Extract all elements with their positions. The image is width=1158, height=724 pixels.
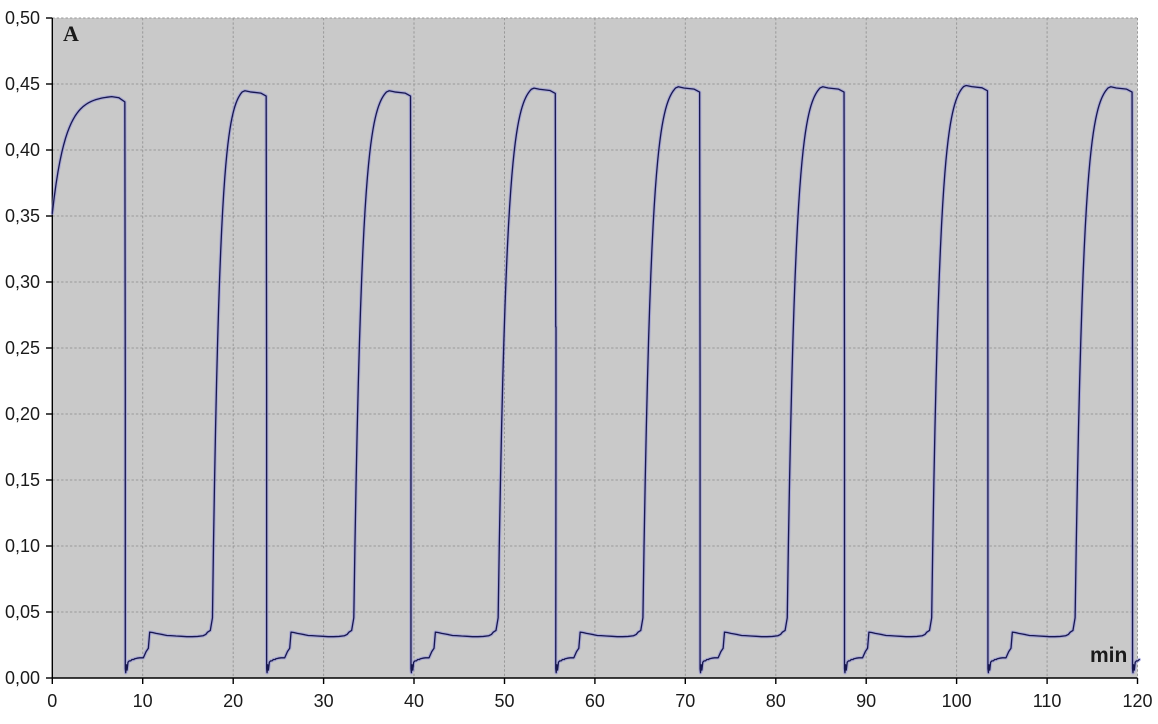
svg-text:0: 0 xyxy=(47,691,57,711)
svg-text:10: 10 xyxy=(133,691,153,711)
svg-text:120: 120 xyxy=(1122,691,1152,711)
svg-text:A: A xyxy=(63,21,79,46)
svg-text:20: 20 xyxy=(223,691,243,711)
svg-text:30: 30 xyxy=(314,691,334,711)
svg-text:0,35: 0,35 xyxy=(5,206,40,226)
svg-text:0,20: 0,20 xyxy=(5,404,40,424)
svg-text:0,25: 0,25 xyxy=(5,338,40,358)
svg-text:100: 100 xyxy=(942,691,972,711)
svg-text:0,00: 0,00 xyxy=(5,668,40,688)
svg-text:70: 70 xyxy=(675,691,695,711)
svg-text:0,40: 0,40 xyxy=(5,140,40,160)
svg-text:0,05: 0,05 xyxy=(5,602,40,622)
svg-text:0,15: 0,15 xyxy=(5,470,40,490)
svg-text:0,30: 0,30 xyxy=(5,272,40,292)
svg-text:min: min xyxy=(1090,644,1127,667)
svg-text:40: 40 xyxy=(404,691,424,711)
svg-text:110: 110 xyxy=(1033,691,1062,711)
svg-text:0,50: 0,50 xyxy=(5,8,40,28)
svg-text:90: 90 xyxy=(856,691,876,711)
svg-text:50: 50 xyxy=(494,691,514,711)
svg-text:80: 80 xyxy=(766,691,786,711)
svg-text:0,10: 0,10 xyxy=(5,536,40,556)
svg-text:0,45: 0,45 xyxy=(5,74,40,94)
svg-text:60: 60 xyxy=(585,691,605,711)
